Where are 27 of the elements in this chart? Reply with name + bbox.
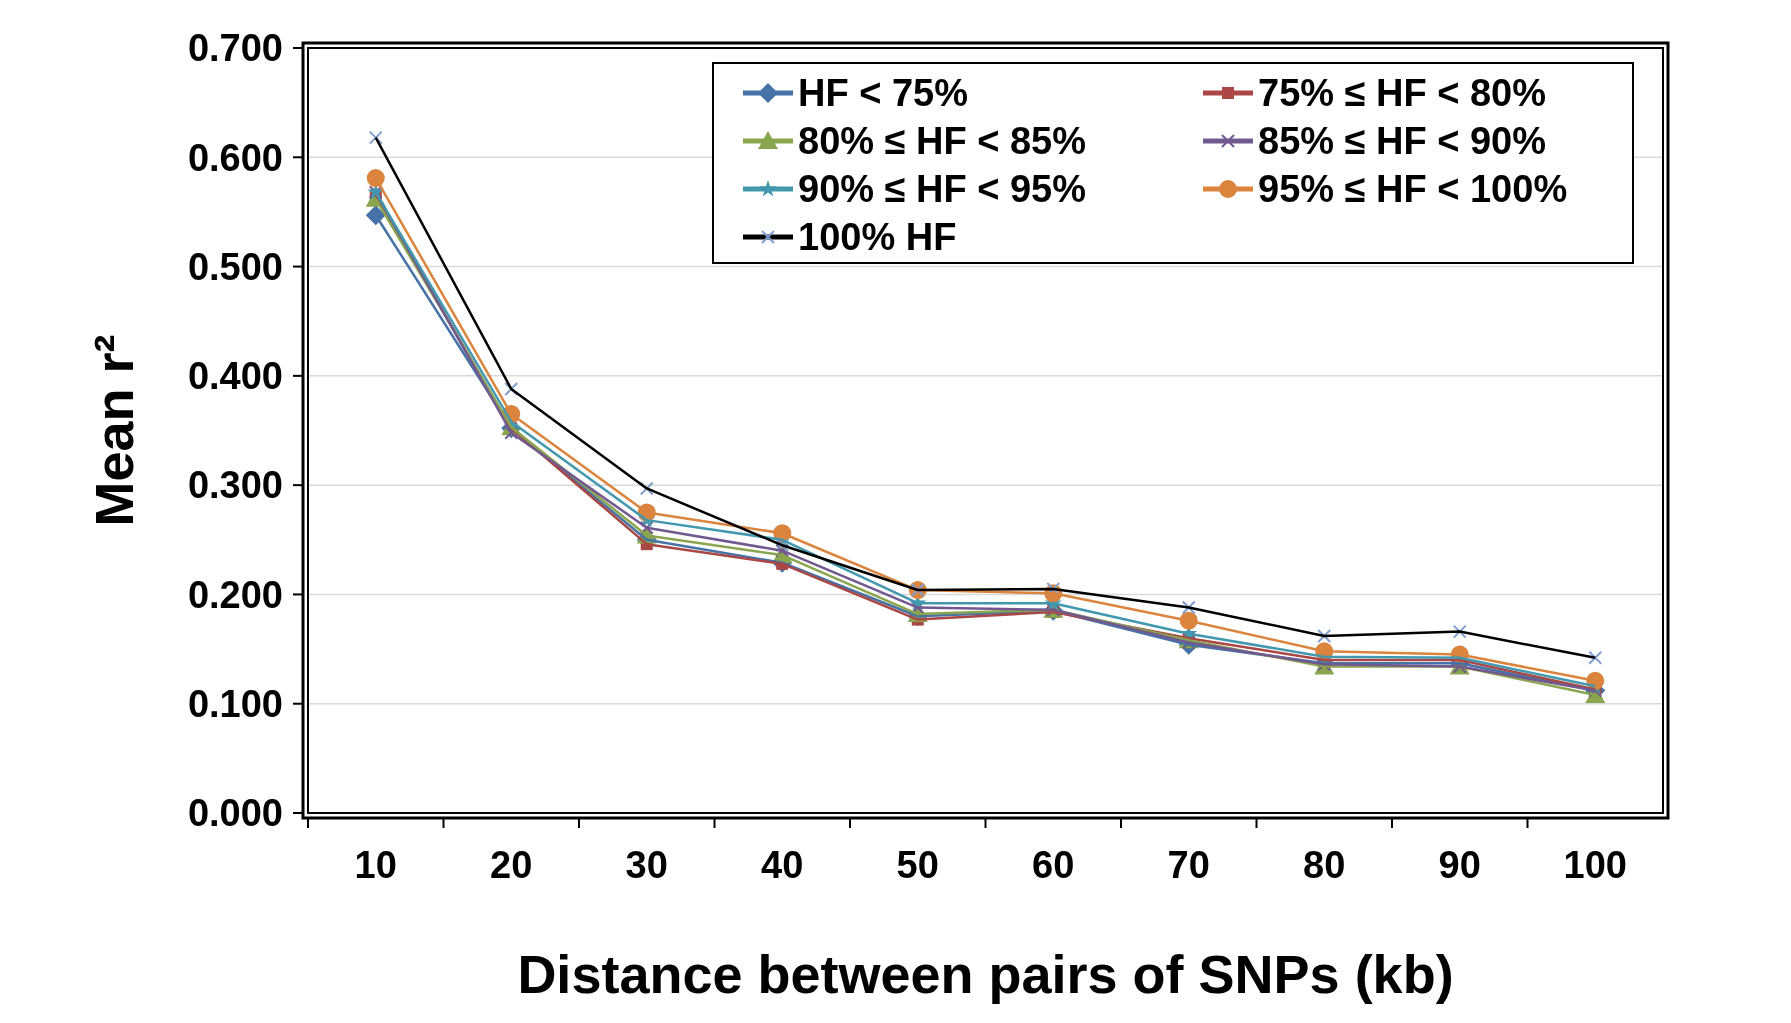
legend-label: 75% ≤ HF < 80% [1258,72,1547,115]
y-tick-label: 0.100 [187,683,283,726]
x-tick-label: 30 [625,844,668,886]
x-tick-label: 70 [1167,844,1210,886]
x-tick-label: 80 [1303,844,1346,886]
y-axis-title: Mean r² [84,334,144,527]
x-tick-label: 40 [761,844,804,886]
legend-label: 100% HF [798,216,957,259]
x-tick-label: 10 [354,844,397,886]
y-tick-label: 0.400 [187,355,283,398]
y-tick-label: 0.500 [187,245,283,288]
y-tick-label: 0.300 [187,464,283,507]
legend-label: 90% ≤ HF < 95% [798,168,1087,211]
y-tick-label: 0.200 [187,573,283,616]
x-tick-label: 90 [1438,844,1481,886]
y-tick-label: 0.000 [187,792,283,835]
x-tick-label: 20 [490,844,533,886]
x-tick-label: 100 [1563,844,1627,886]
x-tick-label: 60 [1032,844,1075,886]
y-tick-label: 0.600 [187,136,283,179]
legend-label: HF < 75% [798,72,969,115]
x-tick-label: 50 [896,844,939,886]
legend-label: 95% ≤ HF < 100% [1258,168,1568,211]
x-axis-title: Distance between pairs of SNPs (kb) [517,944,1454,1004]
y-tick-label: 0.700 [187,27,283,70]
legend-label: 80% ≤ HF < 85% [798,120,1087,163]
legend-label: 85% ≤ HF < 90% [1258,120,1547,163]
